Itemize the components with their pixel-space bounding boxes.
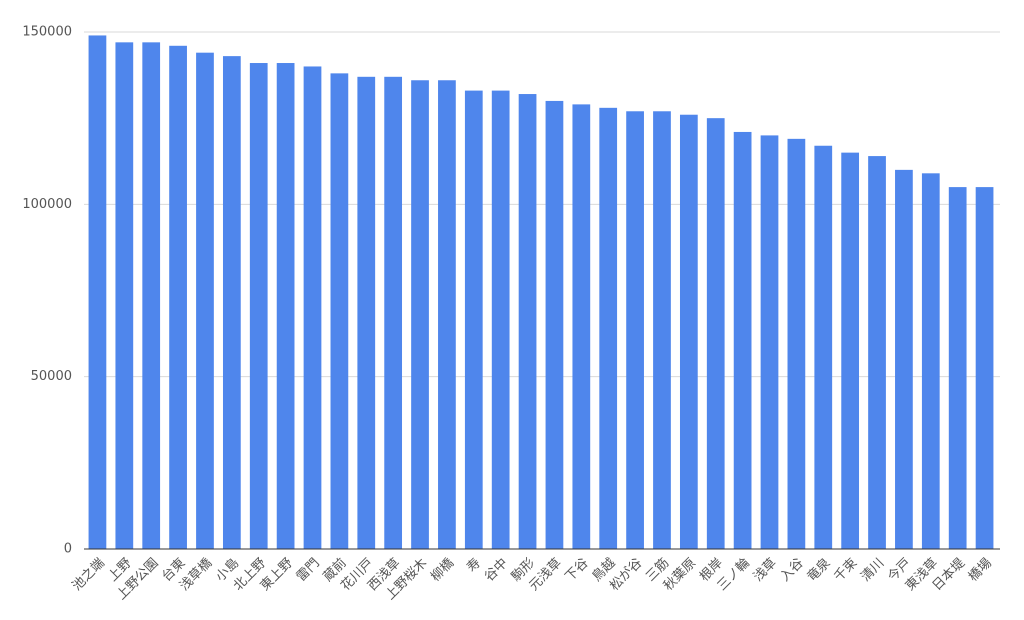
bar: [464, 90, 483, 550]
y-tick-label: 50000: [31, 369, 72, 384]
bar: [384, 76, 403, 549]
bar: [948, 187, 967, 549]
x-tick-label: 雷門: [294, 556, 323, 585]
bar: [303, 66, 322, 549]
x-tick-label: 柳橋: [428, 556, 457, 585]
bar: [142, 42, 161, 550]
bar: [599, 107, 618, 550]
bar: [330, 73, 349, 550]
x-tick-label: 池之端: [70, 556, 108, 594]
x-tick-label: 入谷: [778, 556, 807, 585]
x-tick-label: 竜泉: [804, 555, 834, 585]
y-tick-label: 150000: [22, 25, 72, 40]
bar: [276, 63, 295, 550]
bar: [841, 152, 860, 549]
bar: [88, 35, 107, 550]
x-tick-label: 谷中: [482, 556, 511, 585]
bar: [814, 145, 833, 550]
bar: [975, 187, 994, 549]
bar: [626, 111, 644, 550]
bar: [787, 138, 806, 549]
bar: [115, 42, 134, 550]
bar: [518, 94, 537, 549]
bar: [706, 118, 725, 550]
y-tick-label: 100000: [22, 197, 72, 212]
x-tick-label: 浅草: [751, 556, 780, 585]
bar: [679, 114, 698, 549]
bar: [169, 45, 187, 549]
bar: [357, 76, 376, 549]
x-tick-label: 寿: [464, 556, 484, 576]
bar: [921, 173, 940, 549]
bar: [438, 80, 456, 550]
bar: [196, 52, 214, 550]
y-tick-label: 0: [64, 542, 72, 557]
x-tick-label: 下谷: [563, 556, 592, 585]
bar: [572, 104, 591, 549]
bar: [895, 169, 913, 549]
x-tick-label: 千束: [831, 556, 860, 585]
bar: [868, 156, 886, 549]
bar: [545, 100, 564, 549]
bar: [222, 56, 241, 549]
x-tick-label: 橋場: [966, 556, 995, 585]
bar: [491, 90, 510, 550]
x-tick-label: 清川: [858, 556, 887, 585]
bar: [249, 63, 268, 550]
bar: [411, 80, 429, 550]
bar: [760, 135, 779, 549]
bar: [653, 111, 671, 550]
bar: [733, 131, 752, 549]
